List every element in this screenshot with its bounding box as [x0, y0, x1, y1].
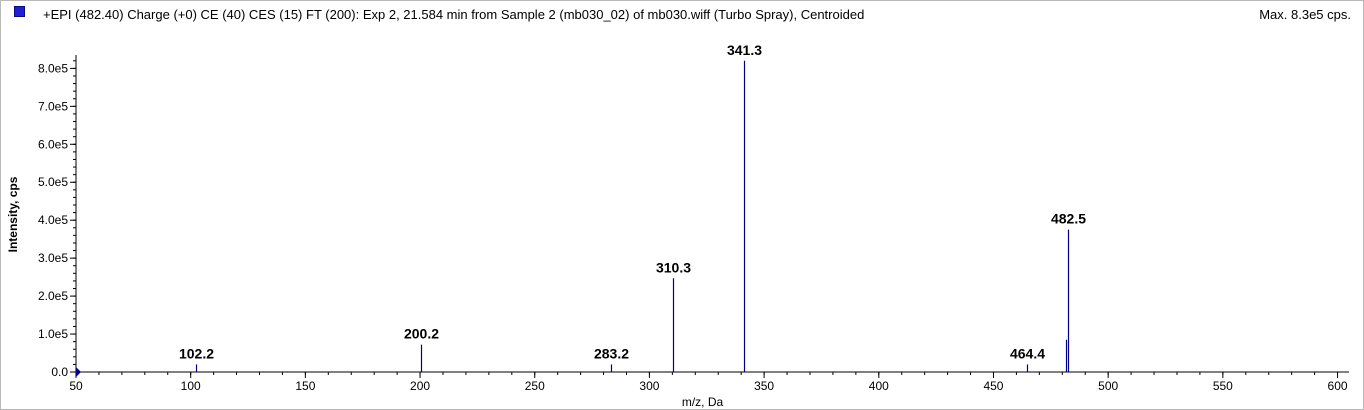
y-tick-label: 0.0: [51, 365, 68, 379]
y-tick-label: 4.0e5: [38, 213, 68, 227]
x-tick-label: 150: [295, 379, 315, 393]
y-tick-label: 2.0e5: [38, 289, 68, 303]
x-tick-label: 450: [983, 379, 1003, 393]
x-tick-label: 300: [639, 379, 659, 393]
chart-axes: 50 100 150 200 250 300 350 400 450 500 550 600 0.0 1.…: [38, 55, 1349, 393]
origin-marker-icon: [76, 367, 81, 377]
x-axis-title: m/z, Da: [682, 395, 724, 409]
y-tick-label: 3.0e5: [38, 251, 68, 265]
chart-peak-labels: 102.2 200.2 283.2 310.3 341.3 464.4 482.5: [179, 42, 1086, 362]
spectrum-header: +EPI (482.40) Charge (+0) CE (40) CES (1…: [1, 1, 1364, 29]
peak-label: 464.4: [1010, 345, 1045, 361]
peak-label: 102.2: [179, 345, 214, 361]
x-tick-label: 500: [1098, 379, 1118, 393]
y-tick-label: 1.0e5: [38, 327, 68, 341]
peak-label: 341.3: [727, 42, 762, 58]
legend-swatch-icon[interactable]: [14, 6, 25, 17]
chart-peaks: [195, 60, 1070, 372]
peak-label: 482.5: [1051, 211, 1086, 227]
peak-label: 310.3: [656, 259, 691, 275]
x-tick-label: 600: [1328, 379, 1348, 393]
x-tick-label: 550: [1213, 379, 1233, 393]
y-tick-label: 8.0e5: [38, 61, 68, 75]
x-tick-label: 350: [754, 379, 774, 393]
max-intensity-label: Max. 8.3e5 cps.: [1259, 7, 1351, 22]
peak-label: 200.2: [404, 326, 439, 342]
y-tick-label: 6.0e5: [38, 137, 68, 151]
x-tick-label: 50: [69, 379, 83, 393]
x-tick-label: 200: [410, 379, 430, 393]
spectrum-title: +EPI (482.40) Charge (+0) CE (40) CES (1…: [43, 7, 865, 22]
x-tick-label: 100: [181, 379, 201, 393]
peak-label: 283.2: [594, 345, 629, 361]
x-tick-label: 250: [525, 379, 545, 393]
y-axis-title: Intensity, cps: [6, 176, 20, 252]
y-tick-label: 5.0e5: [38, 175, 68, 189]
x-tick-label: 400: [869, 379, 889, 393]
y-tick-label: 7.0e5: [38, 99, 68, 113]
